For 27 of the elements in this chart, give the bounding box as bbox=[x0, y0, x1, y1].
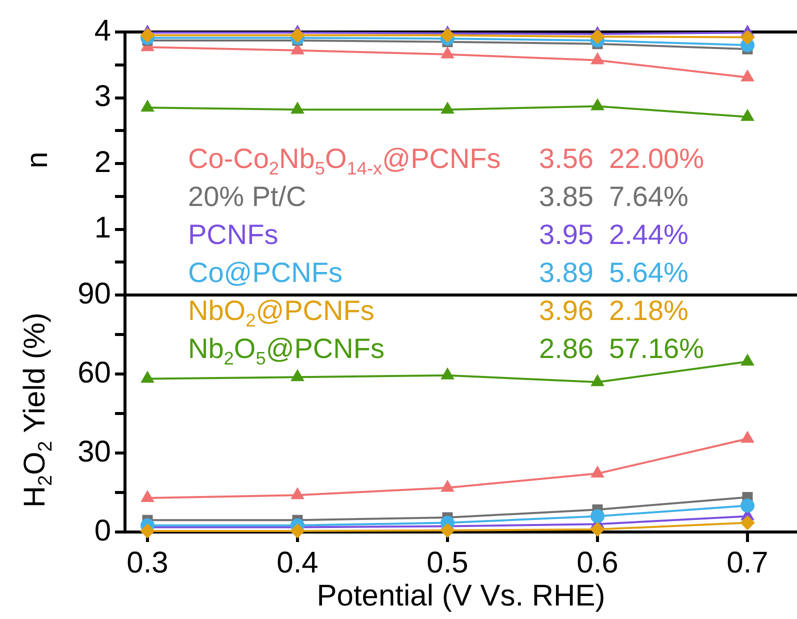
text: NbO$_{2}$@PCNFs bbox=[188, 295, 374, 331]
x-tick-label: 0.3 bbox=[126, 546, 168, 580]
y-tick-label: 3 bbox=[94, 80, 111, 114]
x-tick-label: 0.5 bbox=[426, 546, 468, 580]
x-tick-label: 0.6 bbox=[576, 546, 618, 580]
annotation: 3.95 2.44% bbox=[539, 218, 688, 252]
text: Co@PCNFs bbox=[188, 257, 342, 288]
text: Nb$_{2}$O$_{5}$@PCNFs bbox=[188, 333, 384, 369]
text: Co-Co$_{2}$Nb$_{5}$O$_{14-x}$@PCNFs bbox=[188, 143, 501, 179]
x-tick-label: 0.4 bbox=[276, 546, 318, 580]
text: 20% Pt/C bbox=[188, 181, 306, 212]
annotation: 3.89 5.64% bbox=[539, 256, 688, 290]
x-axis-title: Potential (V Vs. RHE) bbox=[316, 579, 606, 612]
y-tick-label: 1 bbox=[94, 212, 111, 245]
y-tick-label: 2 bbox=[94, 146, 111, 179]
text: PCNFs bbox=[188, 219, 278, 250]
x-tick-label: 0.7 bbox=[726, 546, 768, 580]
annotation: 3.96 2.18% bbox=[539, 294, 688, 328]
y-axis-title: n bbox=[21, 152, 55, 168]
y-tick-label: 60 bbox=[78, 356, 111, 390]
y-tick-label: 30 bbox=[78, 435, 111, 468]
annotation: 3.56 22.00% bbox=[539, 142, 704, 176]
y-tick-label: 0 bbox=[94, 514, 111, 548]
y-tick-label: 90 bbox=[78, 277, 111, 310]
annotation: 3.85 7.64% bbox=[539, 180, 688, 214]
annotation: 2.86 57.16% bbox=[539, 332, 704, 366]
y-tick-label: 4 bbox=[94, 14, 111, 48]
